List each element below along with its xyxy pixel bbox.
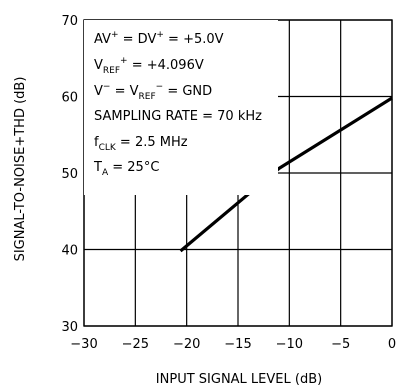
x-tick-label: −30 <box>70 337 97 352</box>
y-tick-label: 70 <box>61 14 78 29</box>
y-tick-label: 30 <box>61 320 78 335</box>
y-tick-labels: 30 40 50 60 70 <box>61 14 78 335</box>
condition-supply-voltage: AV+ = DV+ = +5.0V <box>94 30 224 47</box>
test-conditions-box: AV+ = DV+ = +5.0V VREF+ = +4.096V V− = V… <box>84 20 278 195</box>
x-tick-label: −20 <box>173 337 200 352</box>
x-tick-label: −25 <box>122 337 149 352</box>
condition-clock-frequency: fCLK = 2.5 MHz <box>94 135 188 153</box>
condition-ambient-temperature: TA = 25°C <box>93 160 159 178</box>
x-axis-label: INPUT SIGNAL LEVEL (dB) <box>156 372 322 387</box>
x-tick-label: −15 <box>224 337 251 352</box>
y-tick-label: 50 <box>61 167 78 182</box>
x-tick-label: −10 <box>276 337 303 352</box>
series-line <box>179 96 393 253</box>
condition-vref-plus: VREF+ = +4.096V <box>94 56 204 76</box>
y-tick-label: 60 <box>61 91 78 106</box>
series-layer <box>179 96 393 253</box>
x-tick-label: −5 <box>331 337 350 352</box>
condition-vref-minus: V− = VREF− = GND <box>94 82 212 102</box>
test-conditions-box-bg <box>84 20 278 195</box>
condition-sampling-rate: SAMPLING RATE = 70 kHz <box>94 109 262 124</box>
x-tick-label: 0 <box>388 337 396 352</box>
y-axis-label: SIGNAL-TO-NOISE+THD (dB) <box>13 77 28 262</box>
y-tick-label: 40 <box>61 244 78 259</box>
x-tick-labels: −30 −25 −20 −15 −10 −5 0 <box>70 337 396 352</box>
